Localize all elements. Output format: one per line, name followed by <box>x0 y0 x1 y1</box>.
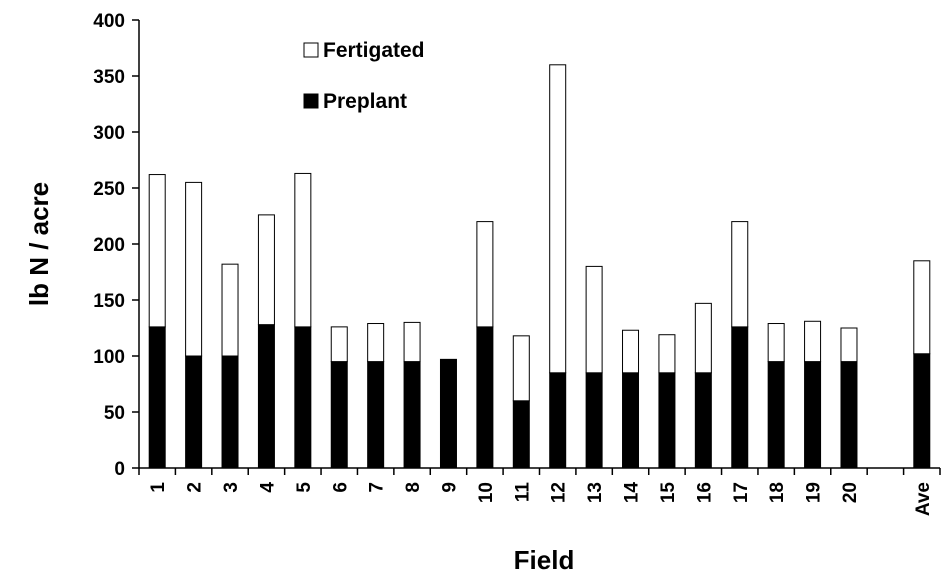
bar-fertigated <box>804 320 822 363</box>
bar-fertigated <box>221 263 239 357</box>
bar-fertigated <box>622 329 640 374</box>
bar-preplant <box>840 361 858 469</box>
bar-preplant <box>731 326 749 469</box>
y-tick-label: 400 <box>93 11 125 32</box>
x-tick-label: 16 <box>694 482 715 503</box>
x-tick-label: 6 <box>330 482 351 493</box>
x-tick-label: 4 <box>257 482 278 493</box>
bar-preplant <box>694 372 712 469</box>
bar-fertigated <box>913 260 931 355</box>
y-tick-label: 100 <box>93 347 125 368</box>
bar-fertigated <box>257 214 275 326</box>
bar-preplant <box>804 361 822 469</box>
bar-preplant <box>913 353 931 469</box>
bar-fertigated <box>512 335 530 402</box>
y-tick-label: 150 <box>93 291 125 312</box>
y-tick-label: 350 <box>93 67 125 88</box>
legend-label-preplant: Preplant <box>323 90 407 113</box>
bar-fertigated <box>367 323 385 363</box>
bar-preplant <box>367 361 385 469</box>
bar-preplant <box>148 326 166 469</box>
x-tick-label: 9 <box>439 482 460 493</box>
y-tick-label: 200 <box>93 235 125 256</box>
bar-fertigated <box>294 172 312 328</box>
y-tick-label: 0 <box>114 459 125 480</box>
bar-fertigated <box>330 326 348 363</box>
bar-preplant <box>658 372 676 469</box>
x-tick-label: 14 <box>622 482 643 504</box>
x-tick-label: 1 <box>148 482 169 493</box>
x-ticks: 1 2 3 4 5 6 7 8 9 10 11 12 13 14 15 16 17 18 19 20 Ave <box>138 468 941 516</box>
x-tick-label: 8 <box>403 482 424 493</box>
x-tick-label: 5 <box>294 482 315 493</box>
x-tick-label: 18 <box>767 482 788 503</box>
x-tick-label: 12 <box>549 482 570 503</box>
bar-preplant <box>221 355 239 469</box>
bar-preplant <box>512 400 530 469</box>
bar-preplant <box>294 326 312 469</box>
x-tick-label: 13 <box>585 482 606 503</box>
bar-preplant <box>439 358 457 469</box>
y-axis-title: lb N / acre <box>24 182 54 306</box>
bar-preplant <box>476 326 494 469</box>
bar-preplant <box>403 361 421 469</box>
x-tick-label: 15 <box>658 482 679 504</box>
x-tick-label: 7 <box>367 482 388 493</box>
bar-fertigated <box>731 221 749 328</box>
y-ticks: 0 50 100 150 200 250 300 350 400 <box>93 11 139 480</box>
y-tick-label: 50 <box>104 403 125 424</box>
bar-fertigated <box>185 181 203 357</box>
bars <box>148 64 931 469</box>
legend-swatch-fertigated <box>303 42 319 58</box>
bar-fertigated <box>694 302 712 374</box>
bar-fertigated <box>476 221 494 328</box>
bar-fertigated <box>658 334 676 374</box>
y-tick-label: 300 <box>93 123 125 144</box>
x-tick-label: 11 <box>512 482 533 503</box>
bar-preplant <box>767 361 785 469</box>
x-tick-label: 10 <box>476 482 497 503</box>
y-tick-label: 250 <box>93 179 125 200</box>
bar-preplant <box>549 372 567 469</box>
legend: Fertigated Preplant <box>303 39 425 113</box>
bar-preplant <box>622 372 640 469</box>
x-tick-label: 20 <box>840 482 861 503</box>
x-tick-label: 17 <box>731 482 752 503</box>
bar-fertigated <box>840 327 858 363</box>
bar-preplant <box>585 372 603 469</box>
bar-fertigated <box>148 174 166 328</box>
x-tick-label: 3 <box>221 482 242 493</box>
bar-fertigated <box>549 64 567 374</box>
legend-label-fertigated: Fertigated <box>323 39 425 62</box>
bar-preplant <box>185 355 203 469</box>
bar-fertigated <box>767 323 785 363</box>
bar-preplant <box>257 324 275 469</box>
bar-preplant <box>330 361 348 469</box>
legend-swatch-preplant <box>303 93 319 109</box>
bar-fertigated <box>403 321 421 363</box>
x-tick-label: 19 <box>804 482 825 503</box>
x-axis: 1 2 3 4 5 6 7 8 9 10 11 12 13 14 15 16 17 18 19 20 Ave <box>138 467 941 516</box>
bar-fertigated <box>585 265 603 374</box>
x-axis-title: Field <box>514 545 575 575</box>
x-tick-label: Ave <box>913 482 934 516</box>
y-axis: 0 50 100 150 200 250 300 350 400 <box>93 11 140 480</box>
x-tick-label: 2 <box>185 482 206 493</box>
